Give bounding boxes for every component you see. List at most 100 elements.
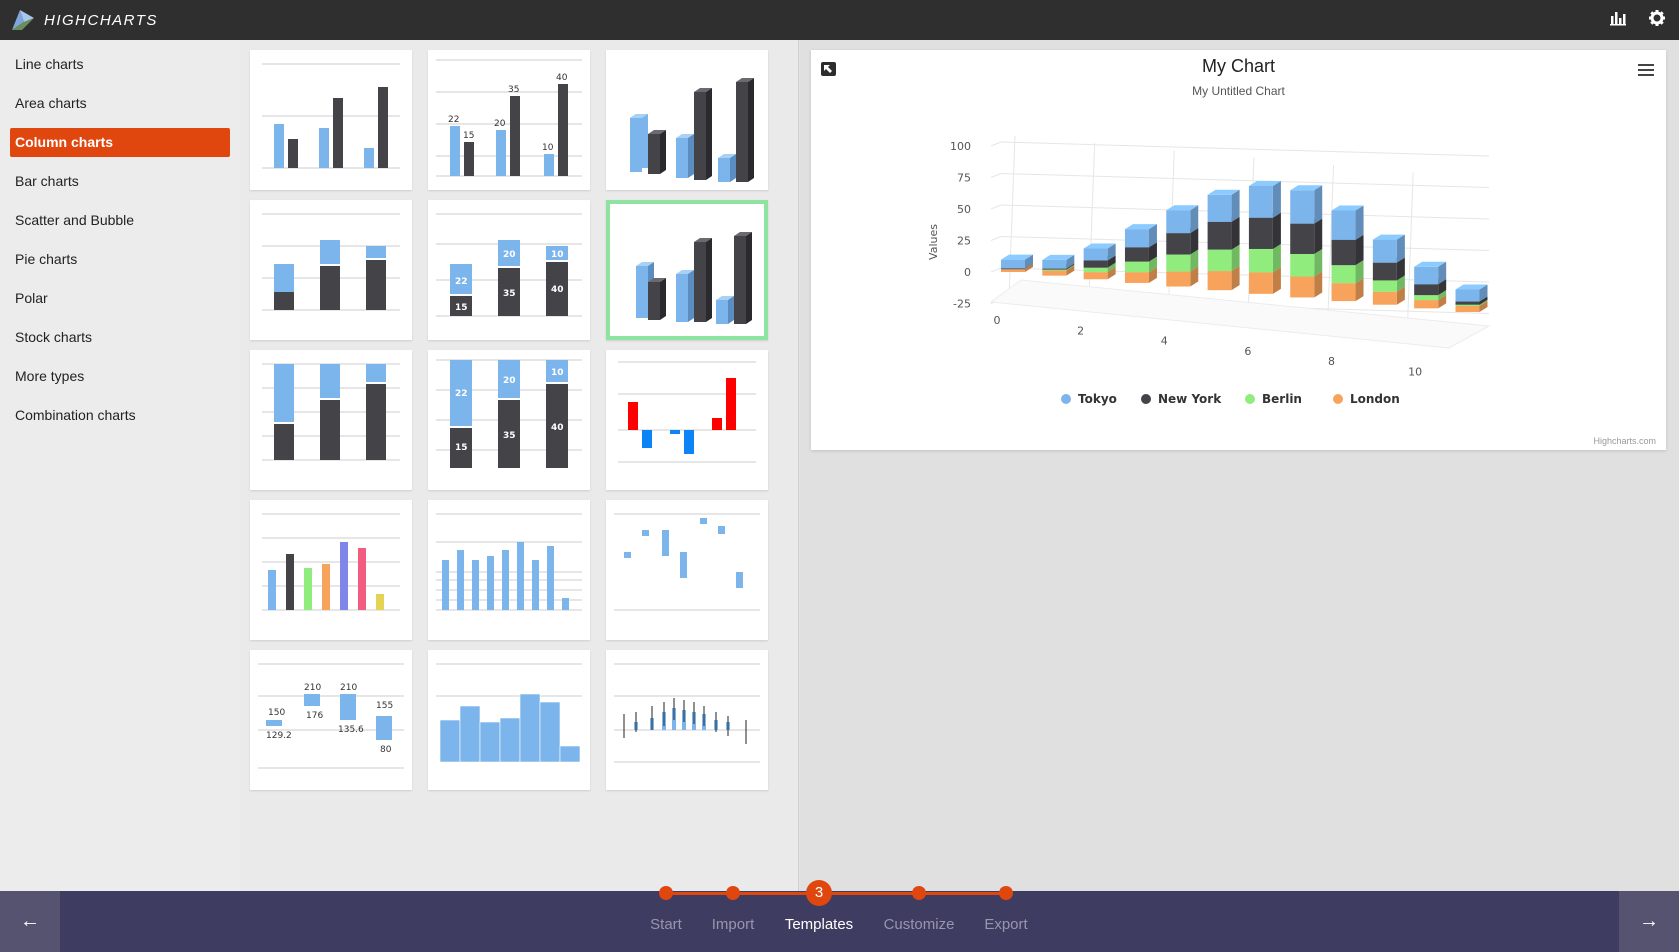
chart-data-label: 40 — [556, 73, 568, 83]
column-segment — [1290, 276, 1315, 298]
column-segment — [1331, 283, 1356, 302]
legend-label: New York — [1158, 392, 1222, 406]
y-axis-tick-label: 100 — [950, 140, 971, 153]
column-segment — [1414, 266, 1439, 285]
step-dot-start[interactable] — [659, 886, 673, 900]
back-arrow-icon[interactable]: ← — [0, 891, 60, 952]
legend-item[interactable]: New York — [1141, 392, 1222, 406]
hamburger-menu-icon[interactable] — [1638, 64, 1654, 78]
sidebar-item-more-types[interactable]: More types — [15, 368, 85, 384]
column-segment — [1372, 234, 1405, 240]
legend-label: Tokyo — [1078, 392, 1117, 406]
sidebar-item-polar[interactable]: Polar — [15, 290, 48, 306]
column-segment — [1066, 264, 1075, 271]
template-logarithmic-column[interactable] — [428, 500, 590, 640]
template-histogram[interactable] — [428, 650, 590, 790]
chart-subtitle: My Untitled Chart — [1192, 84, 1285, 98]
next-arrow-icon[interactable]: → — [1619, 891, 1679, 952]
template-column-with-labels[interactable]: 22 15 35 20 40 10 — [428, 50, 590, 190]
highcharts-logo[interactable]: HIGHCHARTS — [10, 8, 158, 32]
template-multicolor-column[interactable] — [250, 500, 412, 640]
column-segment — [1414, 284, 1439, 296]
y-axis-tick-labels: 100 75 50 25 0 -25 — [950, 140, 971, 311]
gear-icon[interactable] — [1649, 10, 1665, 31]
chart-data-label: 20 — [503, 250, 516, 260]
column-segment — [1124, 224, 1157, 230]
template-floating-column[interactable] — [606, 500, 768, 640]
chart-gridline — [990, 172, 1490, 188]
step-label-start[interactable]: Start — [650, 916, 682, 933]
column-segment — [1479, 296, 1488, 305]
step-label-import[interactable]: Import — [711, 916, 755, 933]
column-segment — [1207, 271, 1232, 291]
chart-credits[interactable]: Highcharts.com — [1593, 436, 1656, 446]
sidebar-item-line-charts[interactable]: Line charts — [15, 56, 84, 72]
step-dot-export[interactable] — [999, 886, 1013, 900]
column-segment — [1083, 267, 1108, 273]
steps-progress-line — [666, 892, 1006, 895]
column-segment — [1355, 260, 1364, 284]
chart-title: My Chart — [1201, 56, 1275, 76]
y-axis-tick-label: 50 — [957, 203, 971, 216]
template-column-3d[interactable] — [606, 50, 768, 190]
step-label-templates[interactable]: Templates — [784, 916, 854, 933]
template-stacked-column-3d[interactable] — [606, 200, 768, 340]
y-axis-tick-label: 0 — [964, 266, 971, 279]
column-segment — [1207, 194, 1232, 222]
column-segment — [1001, 259, 1025, 269]
column-segment — [1479, 299, 1488, 306]
column-segment — [1066, 254, 1075, 269]
chart-gridline — [1008, 135, 1016, 298]
step-dot-customize[interactable] — [912, 886, 926, 900]
template-stacked-column[interactable] — [250, 200, 412, 340]
column-segment — [1248, 272, 1273, 294]
legend-marker — [1245, 394, 1255, 404]
template-error-bar-column[interactable] — [606, 650, 768, 790]
column-segment — [1107, 243, 1116, 261]
column-segment — [1042, 259, 1067, 269]
legend-item[interactable]: London — [1333, 392, 1400, 406]
step-dot-templates[interactable]: 3 — [806, 880, 832, 906]
bar-chart-icon[interactable] — [1609, 10, 1627, 31]
column-segment — [1148, 242, 1157, 262]
column-segment — [1124, 261, 1149, 273]
column-segment — [1414, 295, 1439, 301]
sidebar-item-bar-charts[interactable]: Bar charts — [15, 173, 79, 189]
sidebar-item-area-charts[interactable]: Area charts — [15, 95, 87, 111]
column-segment — [1190, 266, 1199, 287]
sidebar-item-scatter-and-bubble[interactable]: Scatter and Bubble — [15, 212, 135, 228]
sidebar-item-column-charts[interactable]: Column charts — [10, 128, 230, 157]
template-basic-column[interactable] — [250, 50, 412, 190]
chart-data-label: 155 — [376, 701, 393, 711]
expand-icon[interactable] — [821, 62, 836, 76]
column-segment — [1107, 262, 1116, 273]
x-axis-tick-label: 2 — [1077, 324, 1084, 337]
column-segment — [1355, 234, 1364, 266]
column-segment — [1248, 180, 1281, 186]
chart-data-label: 15 — [455, 303, 468, 313]
column-segment — [1166, 205, 1199, 211]
column-segment — [1290, 190, 1315, 224]
step-label-customize[interactable]: Customize — [883, 916, 955, 933]
chart-data-label: 10 — [551, 368, 564, 378]
step-label-export[interactable]: Export — [984, 916, 1028, 933]
legend-item[interactable]: Tokyo — [1061, 392, 1117, 406]
legend-label: London — [1350, 392, 1400, 406]
legend-item[interactable]: Berlin — [1245, 392, 1302, 406]
sidebar-item-stock-charts[interactable]: Stock charts — [15, 329, 93, 345]
template-stacked-column-with-labels[interactable]: 22 15 20 35 10 40 — [428, 200, 590, 340]
column-segment — [1331, 239, 1356, 266]
column-segment — [1166, 271, 1191, 287]
chart-category-sidebar: Line charts Area charts Column charts Ba… — [0, 40, 240, 891]
chart-gridline — [1088, 143, 1096, 305]
column-segment — [1414, 261, 1447, 267]
column-segment — [1166, 233, 1191, 255]
template-negative-color-column[interactable] — [606, 350, 768, 490]
step-dot-import[interactable] — [726, 886, 740, 900]
chart-floor — [989, 279, 1491, 349]
sidebar-item-pie-charts[interactable]: Pie charts — [15, 251, 78, 267]
template-stacked-percent-column-with-labels[interactable]: 22 15 20 35 10 40 — [428, 350, 590, 490]
sidebar-item-combination-charts[interactable]: Combination charts — [15, 407, 136, 423]
template-column-range-with-labels[interactable]: 150 129.2 210 176 210 135.6 155 80 — [250, 650, 412, 790]
template-stacked-percent-column[interactable] — [250, 350, 412, 490]
